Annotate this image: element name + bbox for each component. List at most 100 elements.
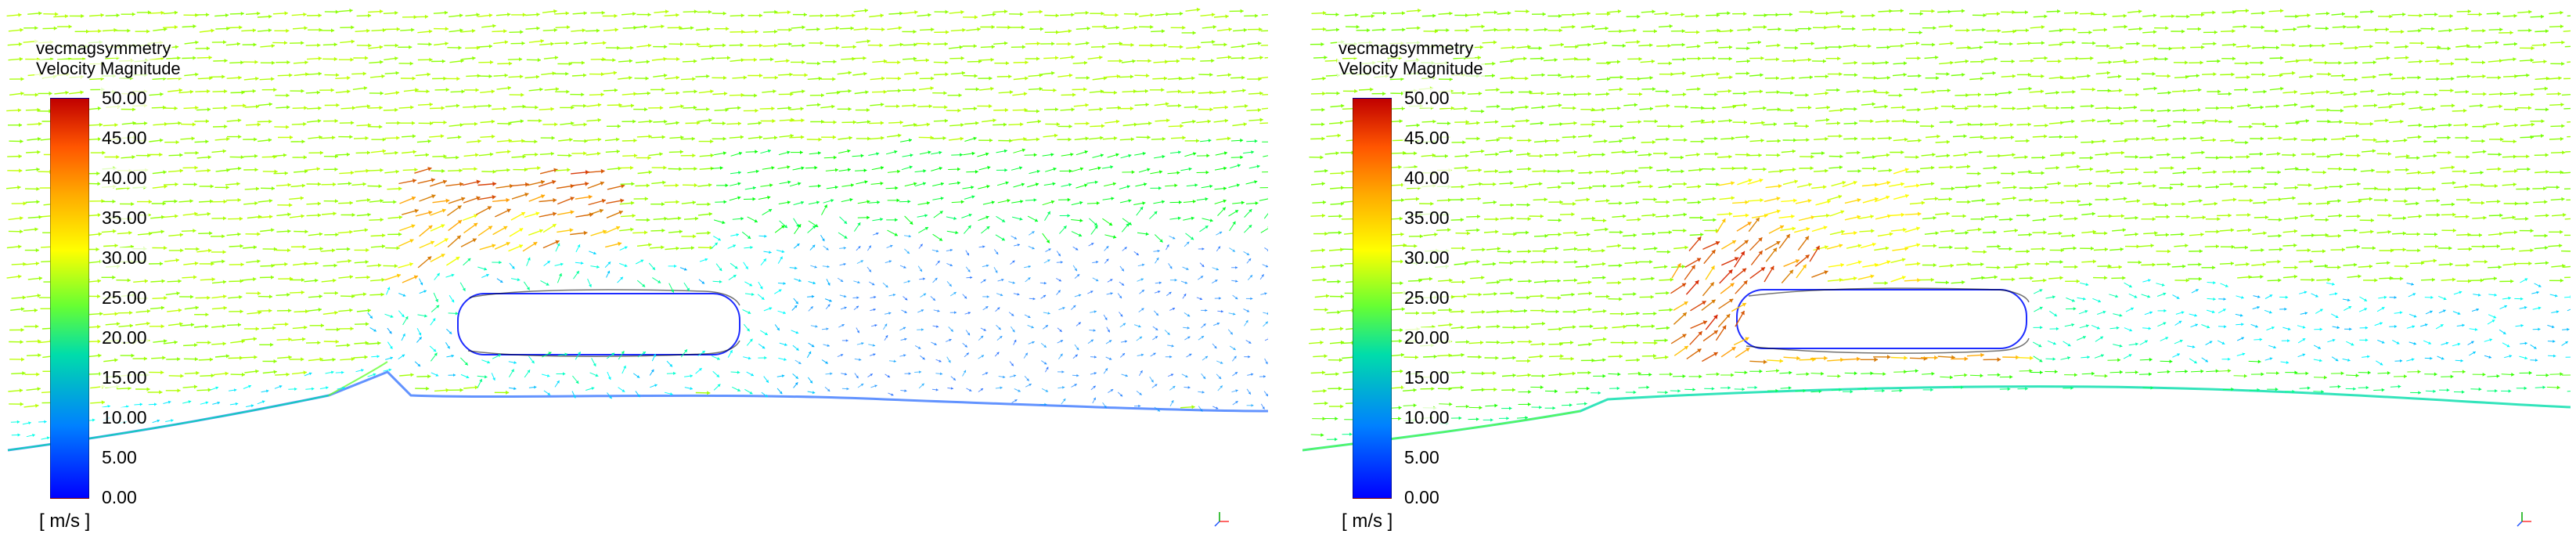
velocity-vector-head: [2087, 74, 2091, 78]
velocity-vector-head: [642, 352, 646, 355]
velocity-vector-head: [1248, 225, 1252, 229]
velocity-vector-head: [550, 106, 554, 111]
velocity-vector-head: [1776, 57, 1780, 62]
velocity-vector-head: [2325, 60, 2329, 65]
velocity-vector-head: [706, 107, 710, 112]
velocity-vector-head: [179, 153, 183, 157]
velocity-vector-head: [412, 179, 416, 183]
velocity-vector-head: [433, 348, 437, 352]
velocity-vector-head: [781, 374, 785, 378]
velocity-vector-head: [1100, 153, 1104, 157]
velocity-vector-head: [1039, 9, 1043, 14]
velocity-vector-head: [411, 224, 416, 229]
velocity-vector-head: [441, 168, 445, 173]
velocity-vector-head: [1188, 353, 1192, 356]
velocity-vector-head: [457, 205, 462, 210]
velocity-vector-shaft: [1259, 76, 1268, 79]
velocity-vector-head: [1526, 9, 1529, 14]
velocity-vector-head: [817, 184, 821, 188]
velocity-vector-head: [1320, 42, 1324, 47]
velocity-vector-head: [1200, 276, 1204, 279]
velocity-vector-head: [908, 372, 911, 375]
velocity-vector-head: [1209, 107, 1213, 112]
velocity-vector-head: [350, 171, 355, 175]
velocity-vector-head: [235, 402, 239, 406]
velocity-vector-head: [347, 75, 351, 81]
velocity-vector-head: [1179, 200, 1182, 204]
velocity-vector-head: [662, 180, 666, 185]
velocity-vector-head: [833, 155, 837, 160]
velocity-vector-head: [960, 56, 964, 60]
velocity-vector-head: [686, 287, 690, 291]
velocity-vector-head: [550, 41, 554, 46]
velocity-vector-head: [1169, 355, 1173, 359]
velocity-vector-head: [894, 150, 898, 154]
velocity-vector-head: [719, 280, 722, 283]
velocity-vector-head: [193, 384, 198, 389]
velocity-vector-head: [584, 41, 588, 45]
velocity-vector-head: [1111, 197, 1115, 200]
velocity-vector-head: [697, 121, 701, 125]
velocity-vector-head: [222, 216, 227, 221]
velocity-vector-head: [499, 261, 502, 265]
velocity-vector-head: [461, 89, 465, 94]
velocity-vector-head: [1028, 315, 1031, 319]
velocity-vector-head: [871, 283, 875, 286]
velocity-vector-head: [223, 40, 227, 45]
velocity-vector-head: [661, 24, 665, 29]
velocity-vector-head: [389, 330, 392, 334]
velocity-vector-head: [883, 89, 887, 94]
velocity-vector-head: [831, 104, 835, 109]
velocity-vector-head: [146, 308, 151, 313]
velocity-vector-head: [395, 10, 398, 16]
velocity-vector-head: [630, 200, 635, 205]
velocity-vector-head: [1012, 329, 1015, 333]
velocity-vector-head: [1265, 393, 1268, 397]
velocity-vector-head: [704, 258, 708, 262]
velocity-vector-head: [419, 337, 422, 340]
velocity-vector-head: [476, 45, 481, 50]
velocity-vector-head: [946, 30, 949, 34]
velocity-vector-head: [97, 339, 101, 344]
velocity-vector-head: [1255, 13, 1259, 18]
velocity-vector-head: [740, 42, 744, 48]
velocity-vector-head: [1100, 135, 1104, 140]
velocity-vector-head: [174, 106, 178, 110]
velocity-vector-head: [781, 250, 785, 254]
velocity-vector-head: [784, 225, 787, 229]
velocity-vector-head: [790, 133, 794, 139]
velocity-vector-head: [21, 357, 25, 362]
velocity-vector-head: [676, 13, 679, 17]
velocity-vector-head: [1162, 200, 1165, 204]
velocity-vector-head: [2262, 45, 2266, 50]
velocity-vector-head: [747, 235, 751, 239]
velocity-vector-head: [178, 308, 182, 312]
velocity-vector-head: [2434, 92, 2438, 97]
velocity-vector-head: [780, 256, 783, 260]
velocity-vector-head: [208, 55, 212, 60]
velocity-vector-head: [676, 200, 679, 204]
velocity-vector-head: [268, 199, 273, 204]
velocity-vector-head: [347, 247, 351, 251]
velocity-vector-head: [1936, 76, 1940, 81]
velocity-vector-head: [787, 200, 791, 204]
velocity-vector-head: [939, 237, 943, 241]
velocity-vector-head: [690, 387, 693, 391]
velocity-vector-head: [254, 168, 258, 172]
velocity-vector-head: [812, 281, 816, 285]
velocity-vector-head: [1236, 183, 1240, 187]
velocity-vector-head: [2311, 91, 2315, 96]
velocity-vector-head: [492, 244, 496, 248]
velocity-vector-head: [915, 70, 920, 75]
velocity-vector-head: [2137, 77, 2141, 81]
velocity-vector-head: [723, 200, 727, 204]
velocity-vector-head: [2338, 60, 2342, 65]
velocity-vector-head: [769, 183, 773, 187]
velocity-vector-head: [20, 327, 24, 332]
velocity-vector-head: [2326, 89, 2330, 94]
velocity-vector-head: [1094, 225, 1098, 229]
velocity-vector-head: [1949, 23, 1954, 28]
velocity-vector-head: [269, 215, 273, 219]
velocity-vector-head: [2231, 72, 2235, 77]
velocity-vector-head: [341, 370, 344, 374]
